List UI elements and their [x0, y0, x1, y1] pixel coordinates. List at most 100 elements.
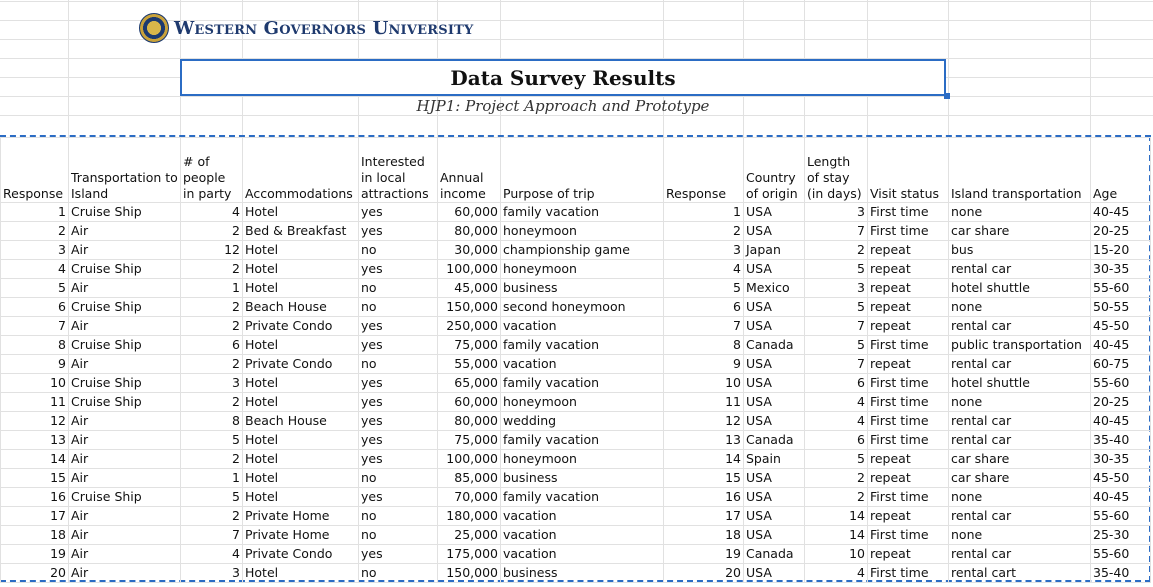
table-cell[interactable]: Cruise Ship — [68, 297, 181, 317]
table-cell[interactable]: no — [358, 563, 438, 583]
table-cell[interactable]: family vacation — [500, 430, 664, 450]
table-cell[interactable]: vacation — [500, 506, 664, 526]
table-cell[interactable]: 55-60 — [1090, 544, 1151, 564]
table-cell[interactable]: 20-25 — [1090, 392, 1151, 412]
table-cell[interactable]: USA — [743, 354, 805, 374]
table-cell[interactable]: 175,000 — [437, 544, 501, 564]
table-cell[interactable]: yes — [358, 373, 438, 393]
column-header[interactable]: Country of origin — [743, 137, 805, 203]
table-cell[interactable]: 70,000 — [437, 487, 501, 507]
table-cell[interactable]: no — [358, 506, 438, 526]
table-cell[interactable]: First time — [867, 430, 949, 450]
table-cell[interactable]: yes — [358, 392, 438, 412]
table-cell[interactable]: USA — [743, 373, 805, 393]
table-cell[interactable]: rental car — [948, 259, 1091, 279]
table-cell[interactable]: USA — [743, 297, 805, 317]
table-cell[interactable]: business — [500, 278, 664, 298]
table-cell[interactable]: 1 — [180, 278, 243, 298]
table-cell[interactable]: no — [358, 240, 438, 260]
table-cell[interactable]: 55,000 — [437, 354, 501, 374]
table-cell[interactable]: yes — [358, 335, 438, 355]
table-cell[interactable]: 6 — [180, 335, 243, 355]
table-cell[interactable]: Spain — [743, 449, 805, 469]
table-cell[interactable]: 7 — [804, 316, 868, 336]
table-cell[interactable]: 12 — [0, 411, 69, 431]
table-cell[interactable]: Air — [68, 544, 181, 564]
table-cell[interactable]: 65,000 — [437, 373, 501, 393]
table-cell[interactable]: Cruise Ship — [68, 487, 181, 507]
table-cell[interactable]: honeymoon — [500, 221, 664, 241]
table-cell[interactable]: Canada — [743, 544, 805, 564]
table-cell[interactable]: 4 — [180, 544, 243, 564]
table-cell[interactable]: none — [948, 297, 1091, 317]
table-cell[interactable]: 20 — [0, 563, 69, 583]
table-cell[interactable]: USA — [743, 525, 805, 545]
table-cell[interactable]: repeat — [867, 240, 949, 260]
table-cell[interactable]: 75,000 — [437, 335, 501, 355]
table-cell[interactable]: Air — [68, 278, 181, 298]
table-cell[interactable]: yes — [358, 411, 438, 431]
table-cell[interactable]: Cruise Ship — [68, 373, 181, 393]
table-cell[interactable]: Air — [68, 506, 181, 526]
table-cell[interactable]: Beach House — [242, 411, 359, 431]
table-cell[interactable]: Hotel — [242, 430, 359, 450]
table-cell[interactable]: 5 — [180, 430, 243, 450]
table-cell[interactable]: First time — [867, 221, 949, 241]
table-cell[interactable]: Private Condo — [242, 544, 359, 564]
table-cell[interactable]: USA — [743, 221, 805, 241]
table-cell[interactable]: vacation — [500, 544, 664, 564]
table-cell[interactable]: 2 — [180, 449, 243, 469]
table-cell[interactable]: 13 — [663, 430, 744, 450]
table-cell[interactable]: 12 — [180, 240, 243, 260]
table-cell[interactable]: Air — [68, 525, 181, 545]
table-cell[interactable]: USA — [743, 259, 805, 279]
table-cell[interactable]: 40-45 — [1090, 487, 1151, 507]
table-cell[interactable]: Cruise Ship — [68, 335, 181, 355]
table-cell[interactable]: Hotel — [242, 240, 359, 260]
table-cell[interactable]: 150,000 — [437, 563, 501, 583]
table-cell[interactable]: 55-60 — [1090, 506, 1151, 526]
table-cell[interactable]: Cruise Ship — [68, 202, 181, 222]
table-cell[interactable]: Hotel — [242, 259, 359, 279]
table-cell[interactable]: car share — [948, 221, 1091, 241]
table-cell[interactable]: yes — [358, 221, 438, 241]
table-cell[interactable]: repeat — [867, 316, 949, 336]
table-cell[interactable]: vacation — [500, 354, 664, 374]
column-header[interactable]: Visit status — [867, 137, 949, 203]
table-cell[interactable]: yes — [358, 487, 438, 507]
table-cell[interactable]: 8 — [180, 411, 243, 431]
table-cell[interactable]: repeat — [867, 449, 949, 469]
table-cell[interactable]: car share — [948, 449, 1091, 469]
table-cell[interactable]: Air — [68, 468, 181, 488]
table-cell[interactable]: Canada — [743, 335, 805, 355]
table-cell[interactable]: 14 — [804, 506, 868, 526]
table-cell[interactable]: USA — [743, 563, 805, 583]
table-cell[interactable]: 2 — [804, 468, 868, 488]
table-cell[interactable]: no — [358, 297, 438, 317]
table-cell[interactable]: none — [948, 202, 1091, 222]
table-cell[interactable]: USA — [743, 468, 805, 488]
table-cell[interactable]: repeat — [867, 506, 949, 526]
table-cell[interactable]: 6 — [804, 430, 868, 450]
column-header[interactable]: Interested in local attractions — [358, 137, 438, 203]
table-cell[interactable]: yes — [358, 544, 438, 564]
table-cell[interactable]: 45,000 — [437, 278, 501, 298]
table-cell[interactable]: Air — [68, 316, 181, 336]
table-cell[interactable]: 1 — [180, 468, 243, 488]
table-cell[interactable]: honeymoon — [500, 449, 664, 469]
table-cell[interactable]: 40-45 — [1090, 202, 1151, 222]
table-cell[interactable]: 2 — [180, 221, 243, 241]
table-cell[interactable]: wedding — [500, 411, 664, 431]
table-cell[interactable]: 11 — [663, 392, 744, 412]
table-cell[interactable]: Beach House — [242, 297, 359, 317]
table-cell[interactable]: 16 — [663, 487, 744, 507]
table-cell[interactable]: First time — [867, 563, 949, 583]
table-cell[interactable]: 5 — [180, 487, 243, 507]
table-cell[interactable]: 4 — [180, 202, 243, 222]
table-cell[interactable]: 55-60 — [1090, 278, 1151, 298]
column-header[interactable]: Response — [663, 137, 744, 203]
table-cell[interactable]: honeymoon — [500, 392, 664, 412]
table-cell[interactable]: 10 — [663, 373, 744, 393]
table-cell[interactable]: 75,000 — [437, 430, 501, 450]
column-header[interactable]: Accommodations — [242, 137, 359, 203]
